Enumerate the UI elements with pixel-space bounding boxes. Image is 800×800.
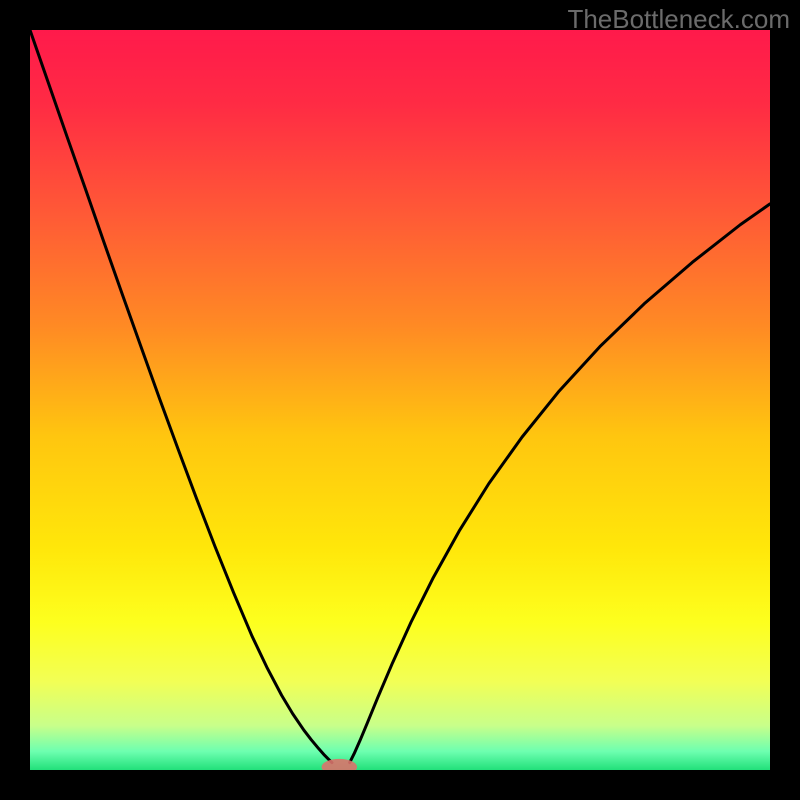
- gradient-background: [30, 30, 770, 770]
- watermark-text: TheBottleneck.com: [567, 4, 790, 35]
- bottleneck-curve-chart: [30, 30, 770, 770]
